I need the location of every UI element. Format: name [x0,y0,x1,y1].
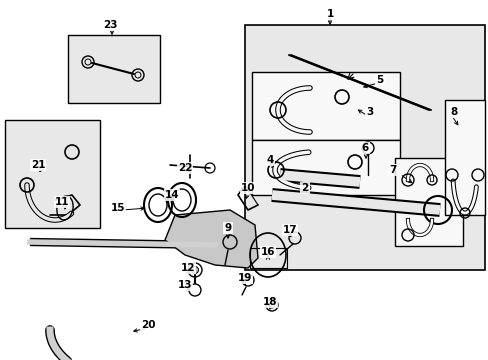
Text: 11: 11 [55,197,69,207]
Text: 14: 14 [164,190,179,200]
Text: 8: 8 [449,107,457,117]
Text: 3: 3 [366,107,373,117]
Text: 1: 1 [325,9,333,19]
Circle shape [191,266,198,274]
Text: 16: 16 [260,247,275,257]
Bar [68,35,160,103]
Polygon shape [164,210,258,268]
Text: 15: 15 [110,203,125,213]
Text: 13: 13 [177,280,192,290]
Bar [244,25,484,270]
Text: 19: 19 [237,273,252,283]
Bar [444,100,484,215]
Text: 22: 22 [177,163,192,173]
Bar [394,158,462,246]
Text: 10: 10 [240,183,255,193]
Text: 20: 20 [141,320,155,330]
Bar [251,140,399,195]
Text: 12: 12 [181,263,195,273]
Text: 2: 2 [301,183,308,193]
Text: 17: 17 [282,225,297,235]
Text: 7: 7 [388,165,396,175]
Bar [251,72,399,140]
Text: 18: 18 [262,297,277,307]
Text: 23: 23 [102,20,117,30]
Text: 6: 6 [361,143,368,153]
Text: 9: 9 [224,223,231,233]
Text: 5: 5 [376,75,383,85]
Bar [5,120,100,228]
Text: 4: 4 [266,155,273,165]
Text: 21: 21 [31,160,45,170]
